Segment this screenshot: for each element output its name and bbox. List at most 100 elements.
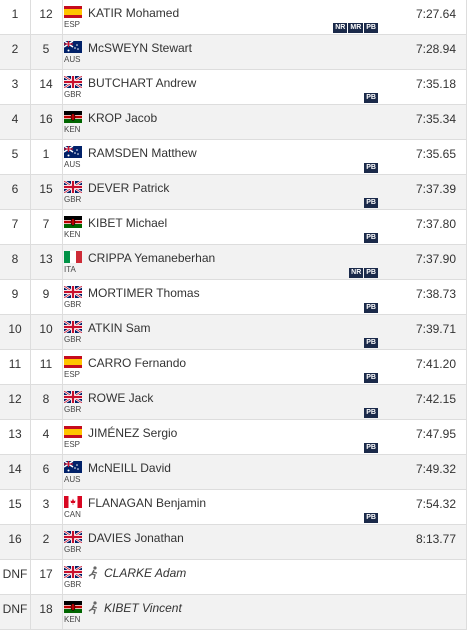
bib: 10 bbox=[30, 315, 63, 349]
place: 5 bbox=[0, 140, 31, 174]
bib: 15 bbox=[30, 175, 63, 209]
result-row: 1 12 ESP KATIR Mohamed 7:27.64 NR MR PB bbox=[0, 0, 466, 35]
athlete-name: McSWEYN Stewart bbox=[88, 41, 193, 55]
country-code: AUS bbox=[64, 55, 81, 64]
badges: PB bbox=[364, 513, 378, 523]
record-badge: PB bbox=[364, 198, 378, 208]
flag bbox=[64, 426, 82, 438]
bib: 6 bbox=[30, 455, 63, 489]
place: 12 bbox=[0, 385, 31, 419]
athlete-name: CARRO Fernando bbox=[88, 356, 187, 370]
bib: 18 bbox=[30, 595, 63, 629]
record-badge: PB bbox=[364, 443, 378, 453]
result-row: 14 6 AUS McNEILL David 7:49.32 bbox=[0, 455, 466, 490]
place: 16 bbox=[0, 525, 31, 559]
bib: 9 bbox=[30, 280, 63, 314]
record-badge: MR bbox=[348, 23, 364, 33]
country-code: CAN bbox=[64, 510, 81, 519]
badges: PB bbox=[364, 408, 378, 418]
record-badge: PB bbox=[364, 373, 378, 383]
result-row: 7 7 KEN KIBET Michael 7:37.80 PB bbox=[0, 210, 466, 245]
time: 7:49.32 bbox=[415, 462, 456, 476]
athlete-name: McNEILL David bbox=[88, 461, 171, 475]
badges: PB bbox=[364, 338, 378, 348]
bib: 14 bbox=[30, 70, 63, 104]
record-badge: PB bbox=[364, 303, 378, 313]
time: 7:38.73 bbox=[415, 287, 456, 301]
result-row: 4 16 KEN KROP Jacob 7:35.34 bbox=[0, 105, 466, 140]
bib: 5 bbox=[30, 35, 63, 69]
bib: 2 bbox=[30, 525, 63, 559]
runner-icon bbox=[88, 566, 98, 580]
flag bbox=[64, 391, 82, 403]
time: 8:13.77 bbox=[415, 532, 456, 546]
time: 7:35.65 bbox=[415, 147, 456, 161]
place: 2 bbox=[0, 35, 31, 69]
athlete-name: JIMÉNEZ Sergio bbox=[88, 426, 178, 440]
time: 7:39.71 bbox=[415, 322, 456, 336]
record-badge: PB bbox=[364, 163, 378, 173]
result-row: 3 14 GBR BUTCHART Andrew 7:35.18 PB bbox=[0, 70, 466, 105]
result-row: 6 15 GBR DEVER Patrick 7:37.39 PB bbox=[0, 175, 466, 210]
country-code: ESP bbox=[64, 20, 81, 29]
result-row: 5 1 AUS RAMSDEN Matthew 7:35.65 PB bbox=[0, 140, 466, 175]
athlete-name: DAVIES Jonathan bbox=[88, 531, 184, 545]
flag bbox=[64, 321, 82, 333]
record-badge: PB bbox=[364, 268, 378, 278]
result-row: 12 8 GBR ROWE Jack 7:42.15 PB bbox=[0, 385, 466, 420]
time: 7:35.18 bbox=[415, 77, 456, 91]
time: 7:28.94 bbox=[415, 42, 456, 56]
country-code: ITA bbox=[64, 265, 76, 274]
athlete-name: ATKIN Sam bbox=[88, 321, 151, 335]
flag bbox=[64, 76, 82, 88]
country-code: AUS bbox=[64, 475, 81, 484]
place: 10 bbox=[0, 315, 31, 349]
record-badge: PB bbox=[364, 338, 378, 348]
record-badge: PB bbox=[364, 93, 378, 103]
flag bbox=[64, 251, 82, 263]
record-badge: PB bbox=[364, 513, 378, 523]
country-code: AUS bbox=[64, 160, 81, 169]
time: 7:35.34 bbox=[415, 112, 456, 126]
flag bbox=[64, 146, 82, 158]
time: 7:54.32 bbox=[415, 497, 456, 511]
badges: PB bbox=[364, 443, 378, 453]
bib: 3 bbox=[30, 490, 63, 524]
badges: PB bbox=[364, 233, 378, 243]
place: 3 bbox=[0, 70, 31, 104]
time: 7:37.90 bbox=[415, 252, 456, 266]
athlete-name: CLARKE Adam bbox=[104, 566, 187, 580]
record-badge: PB bbox=[364, 233, 378, 243]
country-code: KEN bbox=[64, 615, 81, 624]
badges: NR MR PB bbox=[333, 23, 378, 33]
flag bbox=[64, 111, 82, 123]
athlete-name: KROP Jacob bbox=[88, 111, 158, 125]
badges: PB bbox=[364, 163, 378, 173]
time: 7:42.15 bbox=[415, 392, 456, 406]
result-row: 11 11 ESP CARRO Fernando 7:41.20 PB bbox=[0, 350, 466, 385]
result-row: 13 4 ESP JIMÉNEZ Sergio 7:47.95 PB bbox=[0, 420, 466, 455]
bib: 8 bbox=[30, 385, 63, 419]
country-code: GBR bbox=[64, 405, 82, 414]
place: 15 bbox=[0, 490, 31, 524]
record-badge: NR bbox=[333, 23, 348, 33]
place: 4 bbox=[0, 105, 31, 139]
flag bbox=[64, 601, 82, 613]
flag bbox=[64, 216, 82, 228]
country-code: GBR bbox=[64, 90, 82, 99]
bib: 17 bbox=[30, 560, 63, 594]
country-code: GBR bbox=[64, 580, 82, 589]
athlete-name: MORTIMER Thomas bbox=[88, 286, 200, 300]
time: 7:37.39 bbox=[415, 182, 456, 196]
time: 7:27.64 bbox=[415, 7, 456, 21]
result-row: 15 3 CAN FLANAGAN Benjamin 7:54.32 PB bbox=[0, 490, 466, 525]
result-row: DNF 18 KEN KIBET Vincent bbox=[0, 595, 466, 630]
flag bbox=[64, 496, 82, 508]
flag bbox=[64, 461, 82, 473]
country-code: GBR bbox=[64, 335, 82, 344]
bib: 7 bbox=[30, 210, 63, 244]
badges: PB bbox=[364, 303, 378, 313]
place: 13 bbox=[0, 420, 31, 454]
place: 8 bbox=[0, 245, 31, 279]
